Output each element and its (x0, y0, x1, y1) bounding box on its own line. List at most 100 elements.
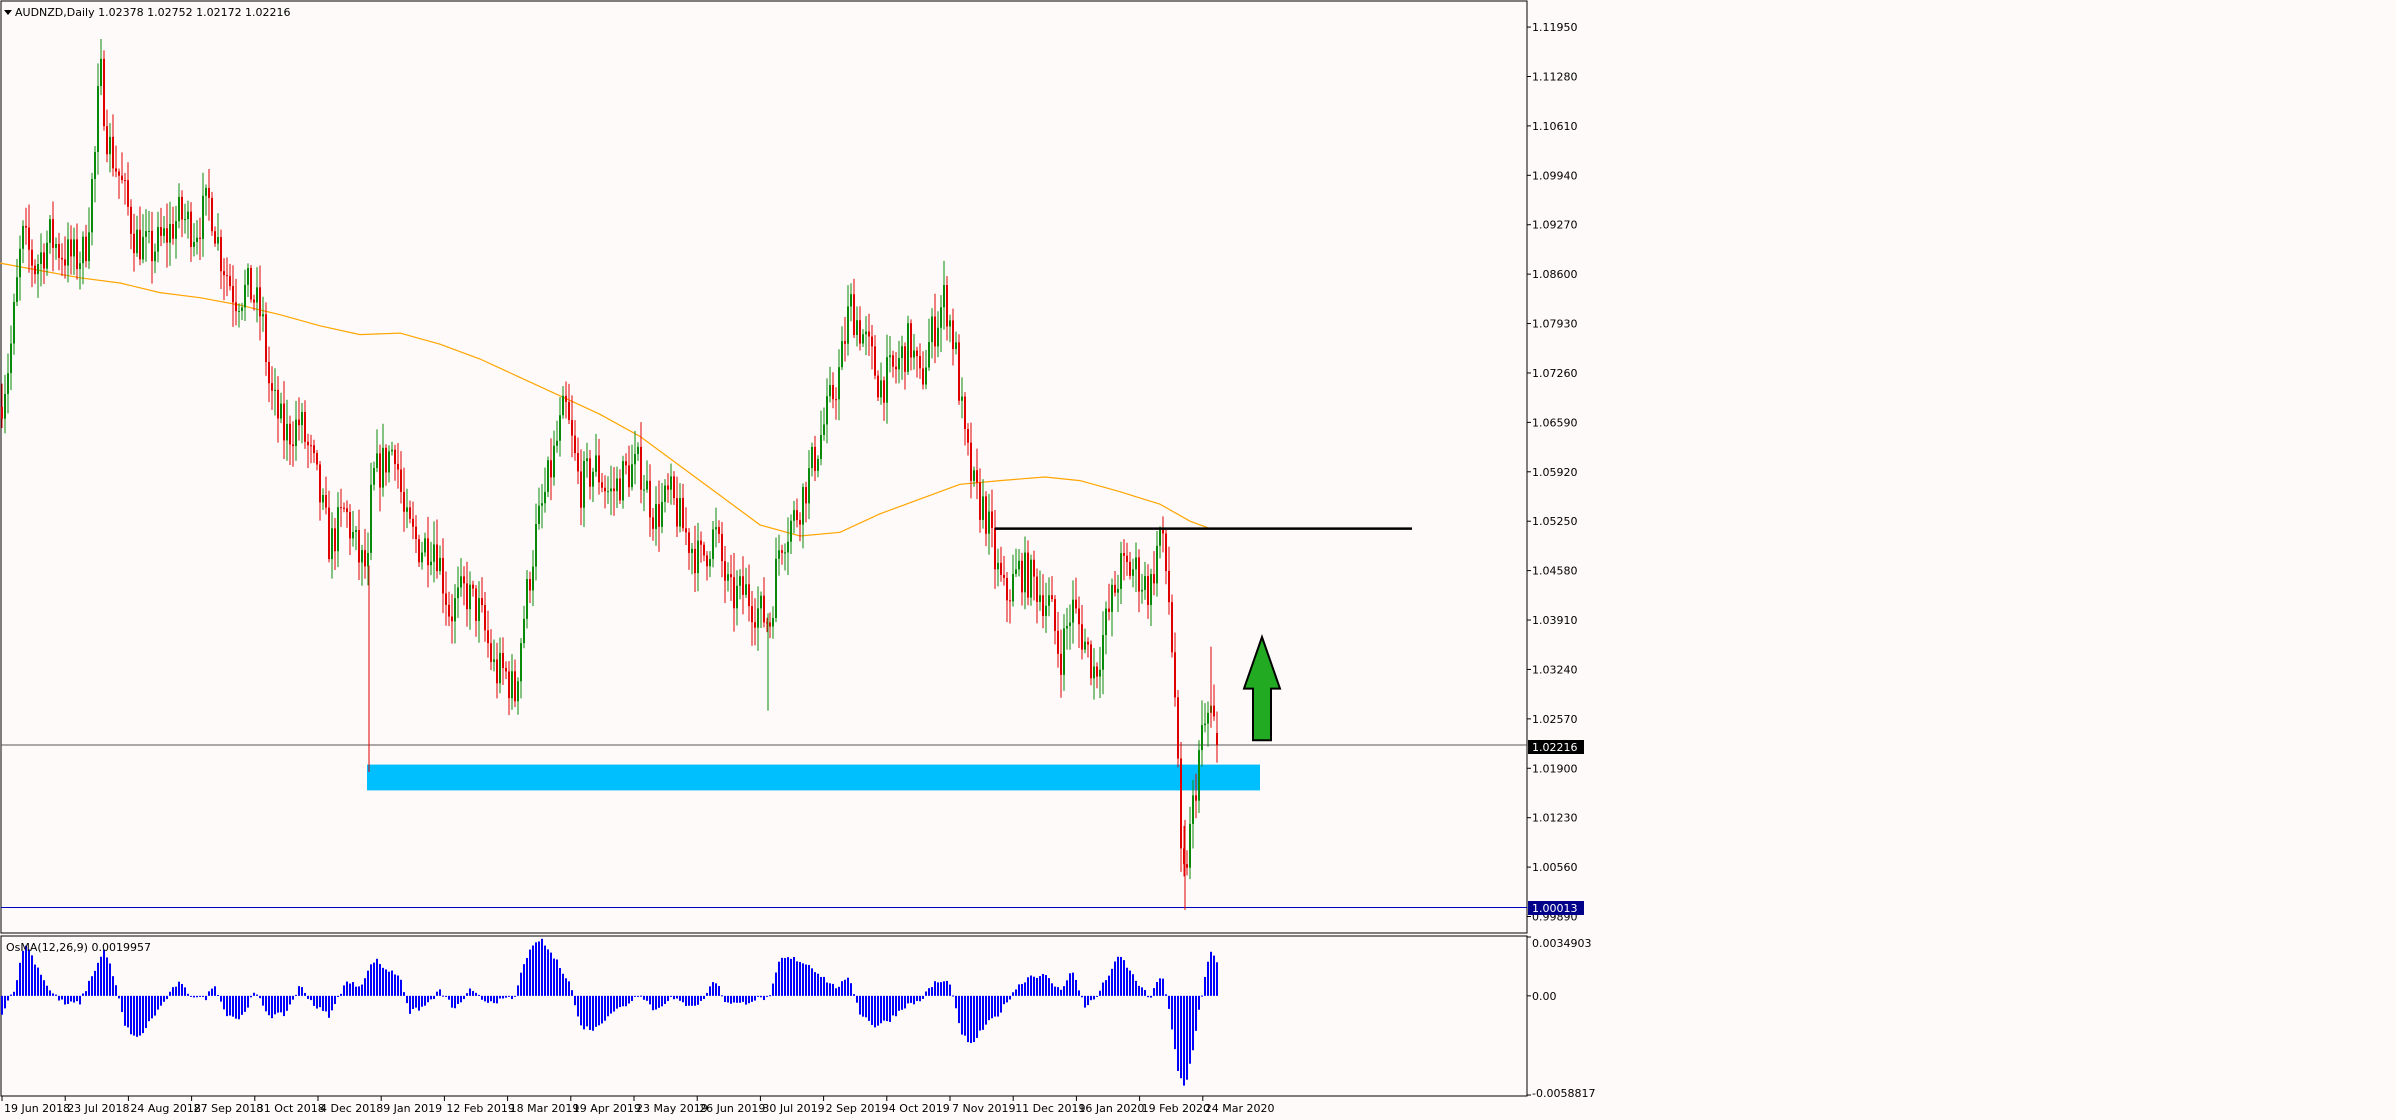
osma-bar (151, 995, 153, 1019)
osma-bar (583, 995, 585, 1030)
candle-body (688, 532, 690, 553)
candle-body (19, 248, 21, 278)
candle-body (568, 401, 570, 421)
osma-bar (1216, 962, 1218, 996)
osma-bar (790, 958, 792, 996)
candle-body (895, 366, 897, 370)
osma-bar (367, 970, 369, 996)
candle-body (1174, 652, 1176, 698)
osma-bar (1120, 956, 1122, 996)
candle-body (1093, 666, 1095, 679)
osma-bar (178, 981, 180, 996)
candle-body (454, 598, 456, 622)
osma-bar (919, 995, 921, 1002)
candle-body (1129, 561, 1131, 576)
candle-body (418, 539, 420, 563)
candle-body (10, 343, 12, 374)
osma-bar (898, 995, 900, 1011)
candle-body (868, 331, 870, 337)
osma-bar (1192, 995, 1194, 1051)
osma-bar (466, 993, 468, 996)
candle-body (361, 550, 363, 563)
candle-body (958, 342, 960, 401)
osma-bar (1075, 979, 1077, 996)
candle-body (802, 487, 804, 525)
price-tick-label: 1.09940 (1532, 169, 1578, 182)
osma-bar (1114, 961, 1116, 996)
osma-bar (1201, 995, 1203, 997)
candle-body (997, 562, 999, 570)
osma-bar (643, 995, 645, 1000)
candle-body (928, 342, 930, 368)
osma-bar (46, 985, 48, 996)
candle-body (400, 469, 402, 492)
candle-body (775, 558, 777, 619)
osma-bar (454, 995, 456, 1009)
candle-body (829, 385, 831, 397)
osma-bar (832, 983, 834, 996)
candle-body (322, 494, 324, 503)
candle-body (1099, 669, 1101, 677)
time-tick-label: 23 Jul 2018 (67, 1102, 129, 1115)
up-arrow-icon[interactable] (1242, 633, 1282, 742)
osma-bar (145, 995, 147, 1029)
osma-bar (307, 995, 309, 999)
candle-body (58, 243, 60, 258)
current-price-tag-text: 1.02216 (1532, 741, 1578, 754)
osma-bar (133, 995, 135, 1036)
osma-histogram (1, 938, 1218, 1086)
candle-body (403, 491, 405, 512)
candle-body (967, 429, 969, 443)
candle-body (1117, 588, 1119, 593)
candle-body (826, 396, 828, 425)
price-panel[interactable] (0, 39, 1527, 910)
support-zone[interactable] (367, 764, 1260, 791)
candle-body (952, 320, 954, 350)
candle-body (67, 239, 69, 266)
osma-bar (64, 995, 66, 1005)
candle-body (433, 544, 435, 562)
osma-bar (658, 995, 660, 1008)
candle-body (1030, 559, 1032, 598)
candle-body (367, 552, 369, 567)
low-price-tag-text: 1.00013 (1532, 902, 1578, 915)
candle-body (955, 342, 957, 350)
osma-bar (853, 994, 855, 996)
candle-body (355, 530, 357, 532)
price-axis[interactable]: 1.11950 1.11280 1.10610 1.09940 1.09270 1.086… (1527, 21, 1578, 924)
osma-bar (1129, 970, 1131, 996)
oscillator-plot-frame (0, 935, 1528, 1097)
osma-bar (943, 981, 945, 996)
osma-bar (1069, 973, 1071, 996)
osma-bar (733, 995, 735, 1003)
candle-body (505, 667, 507, 672)
osma-bar (664, 995, 666, 1004)
osma-bar (448, 995, 450, 1000)
osma-bar (688, 995, 690, 1006)
candle-body (874, 346, 876, 376)
candle-body (1186, 864, 1188, 868)
osma-bar (208, 991, 210, 996)
osma-bar (52, 993, 54, 996)
candle-body (496, 659, 498, 684)
candle-body (736, 585, 738, 609)
candle-body (1066, 625, 1068, 629)
symbol-dropdown-icon[interactable] (4, 10, 12, 15)
osma-bar (1105, 980, 1107, 996)
candle-body (919, 356, 921, 369)
candle-body (22, 225, 24, 249)
candle-body (547, 460, 549, 492)
candle-body (631, 464, 633, 488)
candle-body (265, 314, 267, 362)
price-tick-label: 1.08600 (1532, 268, 1578, 281)
candle-body (871, 336, 873, 347)
candle-body (781, 550, 783, 553)
candle-body (1102, 635, 1104, 670)
candle-body (205, 187, 207, 196)
osma-panel[interactable] (1, 938, 1218, 1086)
osma-bar (322, 995, 324, 1011)
candle-body (787, 541, 789, 553)
candle-body (961, 396, 963, 401)
osma-bar (661, 995, 663, 1007)
